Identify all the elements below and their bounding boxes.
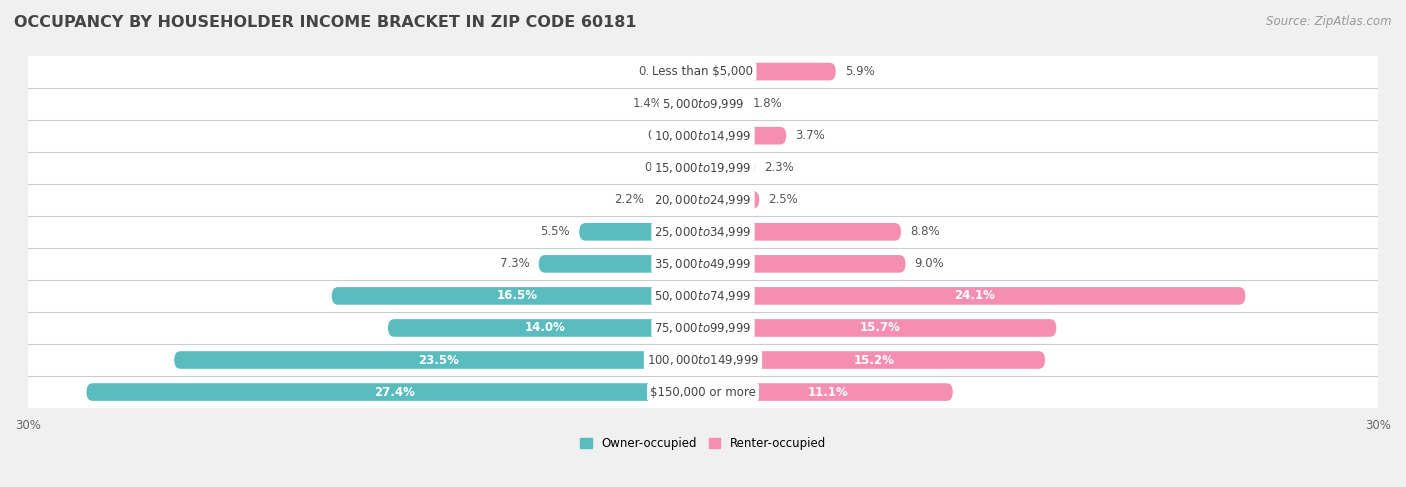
FancyBboxPatch shape (579, 223, 703, 241)
Text: 15.7%: 15.7% (859, 321, 900, 335)
Text: $5,000 to $9,999: $5,000 to $9,999 (662, 96, 744, 111)
Text: $50,000 to $74,999: $50,000 to $74,999 (654, 289, 752, 303)
Text: OCCUPANCY BY HOUSEHOLDER INCOME BRACKET IN ZIP CODE 60181: OCCUPANCY BY HOUSEHOLDER INCOME BRACKET … (14, 15, 637, 30)
Text: 7.3%: 7.3% (501, 257, 530, 270)
FancyBboxPatch shape (654, 191, 703, 208)
Text: $10,000 to $14,999: $10,000 to $14,999 (654, 129, 752, 143)
FancyBboxPatch shape (703, 223, 901, 241)
FancyBboxPatch shape (685, 63, 703, 80)
Text: 2.2%: 2.2% (614, 193, 644, 206)
Text: 9.0%: 9.0% (914, 257, 945, 270)
FancyBboxPatch shape (703, 127, 786, 145)
Text: 15.2%: 15.2% (853, 354, 894, 367)
FancyBboxPatch shape (693, 127, 703, 145)
Text: 11.1%: 11.1% (807, 386, 848, 398)
FancyBboxPatch shape (28, 88, 1378, 120)
Text: Source: ZipAtlas.com: Source: ZipAtlas.com (1267, 15, 1392, 28)
FancyBboxPatch shape (28, 152, 1378, 184)
Text: Less than $5,000: Less than $5,000 (652, 65, 754, 78)
Text: 1.4%: 1.4% (633, 97, 662, 110)
FancyBboxPatch shape (703, 287, 1246, 305)
FancyBboxPatch shape (28, 216, 1378, 248)
Text: $100,000 to $149,999: $100,000 to $149,999 (647, 353, 759, 367)
FancyBboxPatch shape (28, 344, 1378, 376)
Text: 27.4%: 27.4% (374, 386, 415, 398)
Text: 8.8%: 8.8% (910, 225, 939, 238)
Text: $15,000 to $19,999: $15,000 to $19,999 (654, 161, 752, 175)
Text: $35,000 to $49,999: $35,000 to $49,999 (654, 257, 752, 271)
Text: 0.43%: 0.43% (647, 129, 685, 142)
Text: 5.9%: 5.9% (845, 65, 875, 78)
FancyBboxPatch shape (174, 351, 703, 369)
Text: 5.5%: 5.5% (541, 225, 571, 238)
Text: 3.7%: 3.7% (796, 129, 825, 142)
FancyBboxPatch shape (28, 56, 1378, 88)
FancyBboxPatch shape (538, 255, 703, 273)
FancyBboxPatch shape (28, 120, 1378, 152)
Text: $150,000 or more: $150,000 or more (650, 386, 756, 398)
Text: $25,000 to $34,999: $25,000 to $34,999 (654, 225, 752, 239)
FancyBboxPatch shape (672, 95, 703, 112)
FancyBboxPatch shape (28, 376, 1378, 408)
FancyBboxPatch shape (28, 248, 1378, 280)
Text: 0.9%: 0.9% (644, 161, 673, 174)
FancyBboxPatch shape (86, 383, 703, 401)
FancyBboxPatch shape (388, 319, 703, 337)
FancyBboxPatch shape (683, 159, 703, 176)
FancyBboxPatch shape (703, 191, 759, 208)
Text: $75,000 to $99,999: $75,000 to $99,999 (654, 321, 752, 335)
FancyBboxPatch shape (703, 319, 1056, 337)
FancyBboxPatch shape (703, 95, 744, 112)
FancyBboxPatch shape (28, 312, 1378, 344)
FancyBboxPatch shape (703, 159, 755, 176)
FancyBboxPatch shape (703, 351, 1045, 369)
FancyBboxPatch shape (703, 63, 835, 80)
Text: 0.84%: 0.84% (638, 65, 675, 78)
Text: 2.3%: 2.3% (763, 161, 793, 174)
FancyBboxPatch shape (28, 280, 1378, 312)
Text: 24.1%: 24.1% (953, 289, 994, 302)
FancyBboxPatch shape (703, 383, 953, 401)
Text: 2.5%: 2.5% (768, 193, 799, 206)
FancyBboxPatch shape (332, 287, 703, 305)
Text: 16.5%: 16.5% (496, 289, 538, 302)
Text: $20,000 to $24,999: $20,000 to $24,999 (654, 193, 752, 207)
Legend: Owner-occupied, Renter-occupied: Owner-occupied, Renter-occupied (579, 437, 827, 450)
Text: 23.5%: 23.5% (418, 354, 458, 367)
FancyBboxPatch shape (703, 255, 905, 273)
FancyBboxPatch shape (28, 184, 1378, 216)
Text: 1.8%: 1.8% (752, 97, 782, 110)
Text: 14.0%: 14.0% (524, 321, 567, 335)
